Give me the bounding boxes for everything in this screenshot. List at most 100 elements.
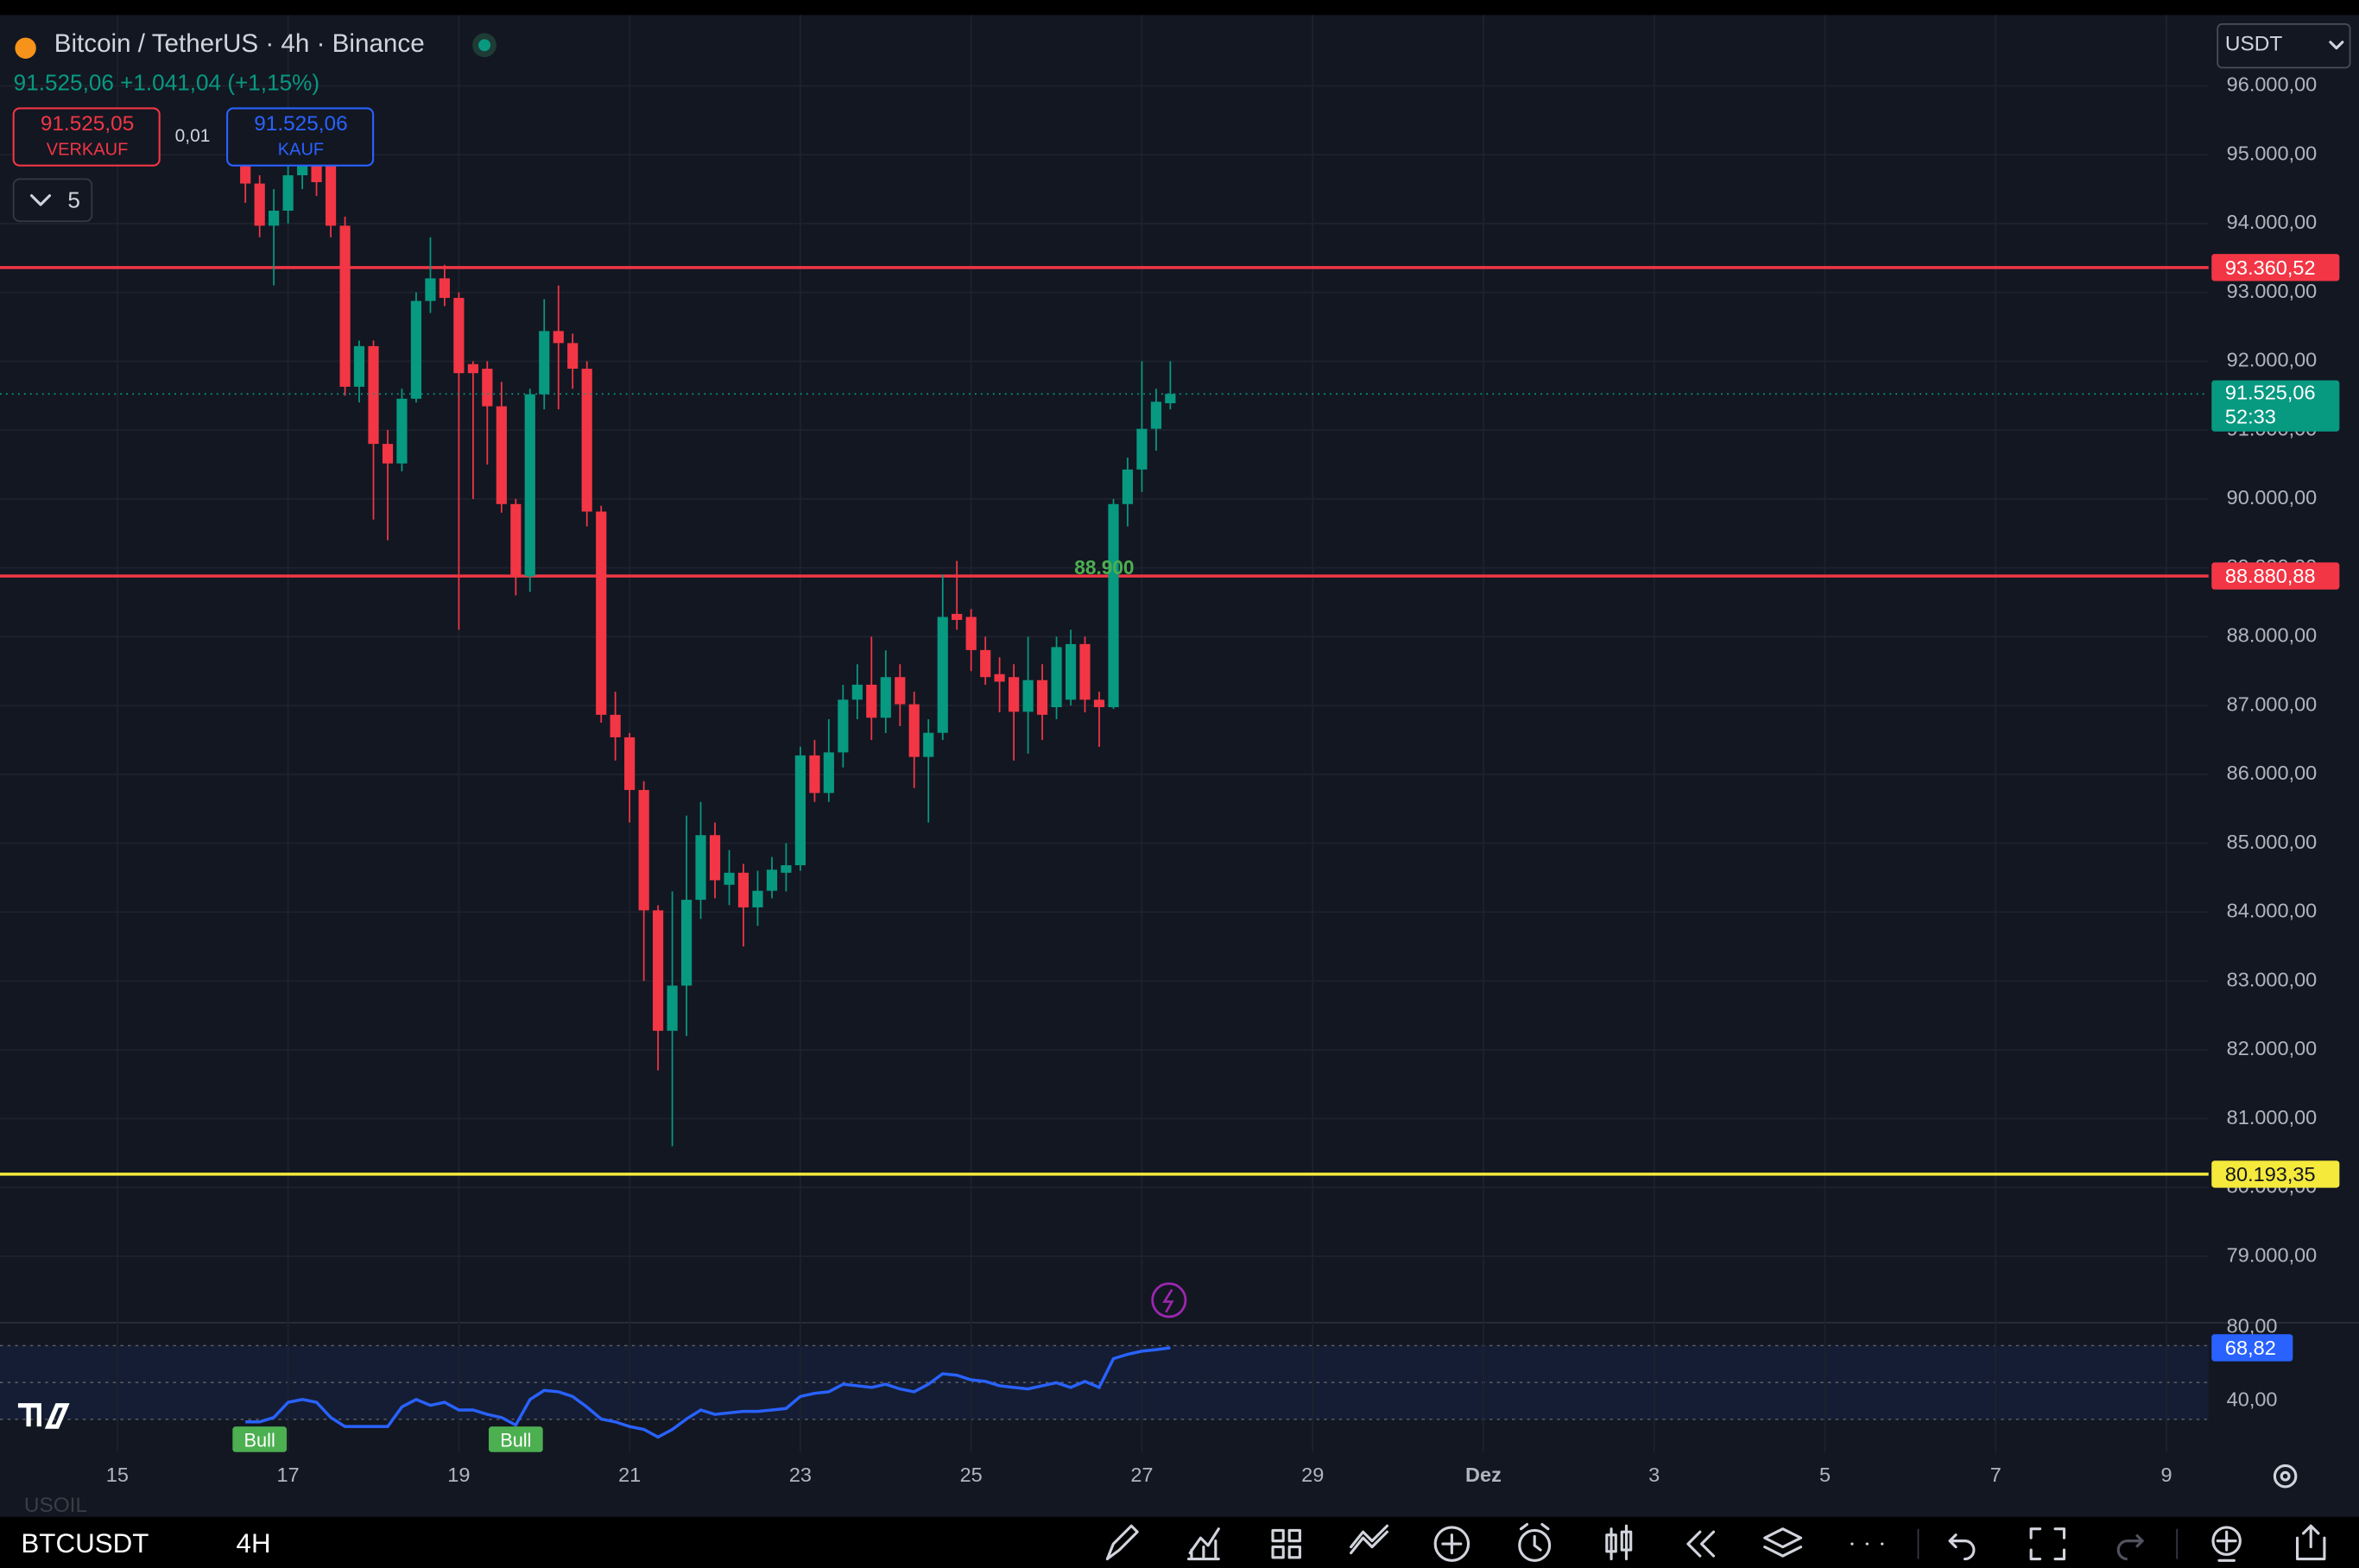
- chevron-icon: [2329, 41, 2344, 50]
- bolt: [1162, 1288, 1174, 1313]
- currency[interactable]: USDT: [2225, 33, 2282, 56]
- interval-button[interactable]: 4H: [237, 1528, 271, 1559]
- sell-price[interactable]: 91.525,05: [41, 112, 134, 136]
- candle-body: [610, 714, 621, 737]
- buy-label[interactable]: KAUF: [278, 141, 324, 160]
- draw-button[interactable]: [1105, 1524, 1139, 1561]
- share-button[interactable]: [2295, 1524, 2326, 1561]
- last-price-label: 91.525,06: [2225, 381, 2316, 403]
- signal-box: [488, 1426, 543, 1452]
- coin-icon: [15, 37, 36, 59]
- y-tick-label: 87.000,00: [2227, 692, 2318, 715]
- objects-button[interactable]: [1763, 1527, 1803, 1558]
- watermark: USOIL: [24, 1494, 87, 1517]
- y-tick-label: 88.000,00: [2227, 624, 2318, 647]
- currency-select[interactable]: USDT: [2217, 23, 2351, 69]
- candle-body: [539, 331, 550, 395]
- fullscreen-button[interactable]: [2029, 1527, 2066, 1561]
- candle-body: [724, 872, 735, 885]
- y-tick-label: 83.000,00: [2227, 968, 2318, 990]
- candle-body: [794, 755, 806, 866]
- x-tick-label: 27: [1130, 1464, 1153, 1486]
- price-change: 91.525,06 +1.041,04 (+1,15%): [14, 70, 319, 96]
- last-price-badge: [2211, 380, 2340, 432]
- candle-body: [353, 345, 365, 387]
- buy-box[interactable]: [226, 107, 375, 167]
- candle-body: [1065, 643, 1077, 700]
- rsi-tick-label: 80,00: [2227, 1314, 2278, 1337]
- logo: [17, 1403, 70, 1429]
- candle-body: [581, 369, 592, 512]
- toolbar-icons: [1105, 1522, 2326, 1562]
- candle-body: [368, 345, 379, 445]
- y-tick-label: 90.000,00: [2227, 486, 2318, 509]
- signal-label: Bull: [500, 1429, 531, 1451]
- trade-plus: [2216, 1530, 2237, 1562]
- indicators-button[interactable]: [1186, 1527, 1220, 1561]
- buy-price[interactable]: 91.525,06: [254, 112, 347, 136]
- candle-body: [596, 511, 607, 715]
- x-tick-label: 15: [106, 1464, 129, 1486]
- y-tick-label: 81.000,00: [2227, 1106, 2318, 1129]
- candle-body: [524, 394, 535, 577]
- settings-button[interactable]: [2273, 1464, 2298, 1489]
- rsi-line: [245, 1346, 1171, 1439]
- layout-button[interactable]: [1271, 1528, 1301, 1559]
- indicator-toggle[interactable]: 5: [12, 178, 93, 223]
- price-badge: [2211, 1160, 2340, 1188]
- price-badge-label: 80.193,35: [2225, 1163, 2316, 1185]
- candle-body: [553, 331, 564, 344]
- candle-body: [1136, 428, 1148, 470]
- candle-body: [866, 684, 877, 718]
- x-tick-label: 25: [960, 1464, 983, 1486]
- candle-body: [638, 789, 649, 911]
- trade-button[interactable]: [2211, 1526, 2242, 1556]
- candle-body: [1122, 469, 1134, 504]
- candle-body: [709, 835, 721, 881]
- x-tick-label: 5: [1819, 1464, 1831, 1486]
- add-button[interactable]: [1433, 1526, 1470, 1562]
- alert-button[interactable]: [1518, 1528, 1552, 1562]
- x-tick-label: 3: [1648, 1464, 1660, 1486]
- indicator-box[interactable]: [12, 178, 93, 223]
- replay-button[interactable]: [1686, 1530, 1716, 1558]
- candle-body: [1079, 643, 1091, 700]
- candle-body: [1036, 680, 1048, 715]
- sell-box[interactable]: [12, 107, 161, 167]
- alert-circle[interactable]: [1151, 1282, 1187, 1318]
- chart-type-button[interactable]: [1605, 1524, 1633, 1561]
- candle-body: [1108, 503, 1119, 708]
- currency-box[interactable]: [2217, 23, 2351, 69]
- y-tick-label: 94.000,00: [2227, 211, 2318, 233]
- x-tick-label: 29: [1301, 1464, 1324, 1486]
- sell-button[interactable]: 91.525,05 VERKAUF: [12, 107, 161, 167]
- candle-body: [240, 165, 251, 184]
- y-tick-label: 96.000,00: [2227, 73, 2318, 96]
- rsi-tick-label: 40,00: [2227, 1388, 2278, 1411]
- candle-body: [567, 343, 579, 370]
- sell-label[interactable]: VERKAUF: [47, 141, 129, 160]
- candle-body: [382, 444, 394, 464]
- candle-body: [838, 699, 849, 753]
- candle-body: [510, 503, 522, 577]
- undo-button[interactable]: [1948, 1533, 1976, 1561]
- countdown: 52:33: [2225, 405, 2276, 427]
- candle-body: [681, 900, 693, 986]
- candle-body: [269, 210, 280, 226]
- symbol-title[interactable]: Bitcoin / TetherUS · 4h · Binance: [54, 29, 425, 58]
- candle-body: [652, 910, 664, 1031]
- axis-layer: 96.000,00 95.000,00 94.000,00 93.000,00 92.0…: [106, 73, 2318, 1486]
- alert-icon[interactable]: [1151, 1282, 1187, 1318]
- symbol-button[interactable]: BTCUSDT: [21, 1528, 149, 1559]
- y-tick-label: 84.000,00: [2227, 900, 2318, 922]
- candle-body: [254, 183, 265, 226]
- redo-button[interactable]: [2116, 1533, 2145, 1561]
- compare-button[interactable]: [1350, 1524, 1389, 1555]
- candle-body: [781, 865, 792, 873]
- candle-body: [823, 752, 834, 793]
- indicator-count[interactable]: 5: [67, 187, 80, 212]
- candle-body: [1093, 699, 1105, 708]
- buy-button[interactable]: 91.525,06 KAUF: [226, 107, 375, 167]
